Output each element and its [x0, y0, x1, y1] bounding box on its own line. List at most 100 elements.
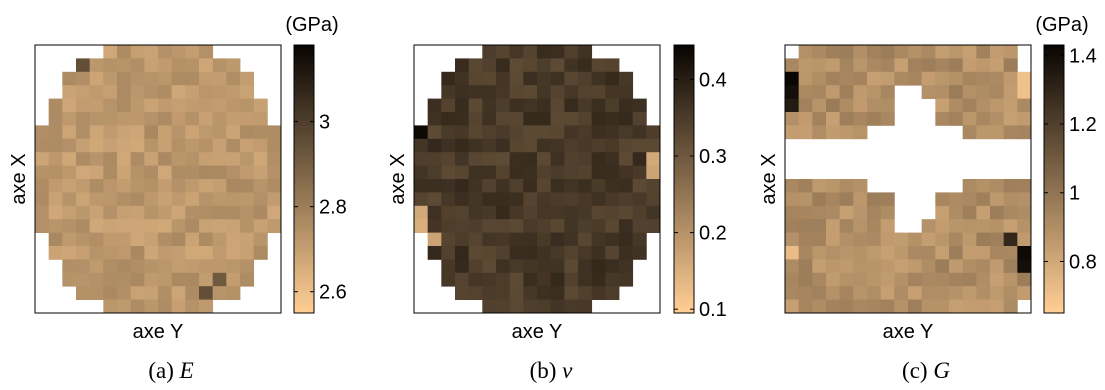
heatmap-cell: [212, 272, 227, 287]
colorbar-tick-label: 0.1: [699, 299, 727, 321]
colorbar-segment: [1044, 118, 1064, 123]
heatmap-cell: [496, 98, 511, 113]
heatmap-cell: [103, 58, 118, 73]
colorbar-segment: [1044, 179, 1064, 183]
heatmap-cell: [468, 246, 483, 260]
heatmap-cell: [240, 98, 255, 113]
heatmap-cell: [185, 58, 200, 73]
heatmap-cell: [826, 259, 841, 274]
heatmap-cell: [103, 138, 118, 153]
colorbar-segment: [674, 175, 694, 180]
heatmap-cell: [564, 205, 579, 220]
heatmap-cell: [867, 85, 882, 99]
heatmap-cell: [880, 246, 895, 260]
heatmap-cell: [496, 192, 511, 207]
heatmap-cell: [908, 246, 923, 260]
heatmap-cell: [62, 205, 77, 220]
heatmap-cell: [212, 246, 227, 260]
heatmap-cell: [509, 219, 524, 233]
heatmap-cell: [550, 259, 565, 274]
heatmap-cell: [523, 205, 538, 220]
heatmap-cell: [468, 232, 483, 247]
heatmap-cell: [1003, 58, 1018, 73]
heatmap-cell: [199, 286, 214, 300]
heatmap-cell: [103, 125, 118, 140]
heatmap-cell: [523, 98, 538, 113]
heatmap-cell: [455, 232, 470, 247]
heatmap-cell: [226, 138, 241, 153]
heatmap-cell: [867, 45, 882, 59]
heatmap-cell: [564, 192, 579, 207]
heatmap-cell: [908, 286, 923, 300]
colorbar-segment: [294, 266, 314, 270]
heatmap-cell: [605, 286, 620, 300]
colorbar-segment: [294, 105, 314, 110]
heatmap-cell: [130, 85, 145, 99]
heatmap-cell: [103, 232, 118, 247]
heatmap-cell: [76, 286, 91, 300]
heatmap-cell: [632, 98, 647, 113]
heatmap-cell: [441, 259, 456, 274]
heatmap-cell: [117, 246, 132, 260]
heatmap-cell: [537, 246, 552, 260]
heatmap-cell: [619, 112, 634, 126]
colorbar-segment: [294, 85, 314, 90]
heatmap-cell: [199, 179, 214, 193]
colorbar-tick-label: 1.4: [1069, 45, 1097, 67]
heatmap-cell: [619, 125, 634, 140]
heatmap-cell: [185, 165, 200, 180]
colorbar-segment: [674, 289, 694, 294]
heatmap-cell: [578, 138, 593, 153]
colorbar-segment: [1044, 175, 1064, 180]
heatmap-cell: [523, 165, 538, 180]
colorbar-segment: [1044, 85, 1064, 90]
colorbar-segment: [294, 168, 314, 173]
heatmap-cell: [785, 272, 800, 287]
heatmap-cell: [619, 165, 634, 180]
heatmap-cell: [523, 192, 538, 207]
heatmap-cell: [226, 205, 241, 220]
heatmap-cell: [785, 112, 800, 126]
heatmap-cell: [468, 125, 483, 140]
heatmap-cell: [962, 272, 977, 287]
heatmap-cell: [921, 85, 936, 99]
heatmap-cell: [523, 152, 538, 166]
heatmap-cell: [199, 259, 214, 274]
heatmap-cell: [990, 71, 1005, 86]
heatmap-cell: [509, 192, 524, 207]
heatmap-cell: [199, 45, 214, 59]
heatmap-cell: [226, 192, 241, 207]
heatmap-cell: [48, 112, 63, 126]
heatmap-cell: [826, 98, 841, 113]
heatmap-cell: [523, 232, 538, 247]
heatmap-cell: [158, 138, 173, 153]
heatmap-cell: [76, 179, 91, 193]
heatmap-cell: [880, 205, 895, 220]
heatmap-cell: [414, 179, 429, 193]
heatmap-cell: [605, 259, 620, 274]
colorbar-segment: [294, 309, 314, 314]
heatmap-cell: [798, 58, 813, 73]
colorbar-segment: [1044, 101, 1064, 106]
heatmap-cell: [226, 58, 241, 73]
heatmap-cell: [853, 58, 868, 73]
heatmap-cell: [578, 165, 593, 180]
heatmap-cell: [550, 205, 565, 220]
colorbar-segment: [1044, 249, 1064, 254]
heatmap-cell: [798, 45, 813, 59]
heatmap-cell: [853, 205, 868, 220]
heatmap-cell: [1017, 286, 1032, 300]
heatmap-cell: [523, 259, 538, 274]
heatmap-cell: [130, 272, 145, 287]
heatmap-cell: [619, 98, 634, 113]
heatmap-cell: [76, 85, 91, 99]
colorbar-segment: [294, 125, 314, 130]
heatmap-cell: [89, 219, 104, 233]
heatmap-cell: [482, 152, 497, 166]
heatmap-cell: [1003, 299, 1018, 314]
heatmap-cell: [117, 272, 132, 287]
heatmap-cell: [482, 299, 497, 314]
y-axis-label: axe X: [387, 153, 409, 204]
heatmap-cell: [1017, 71, 1032, 86]
heatmap-cell: [455, 98, 470, 113]
